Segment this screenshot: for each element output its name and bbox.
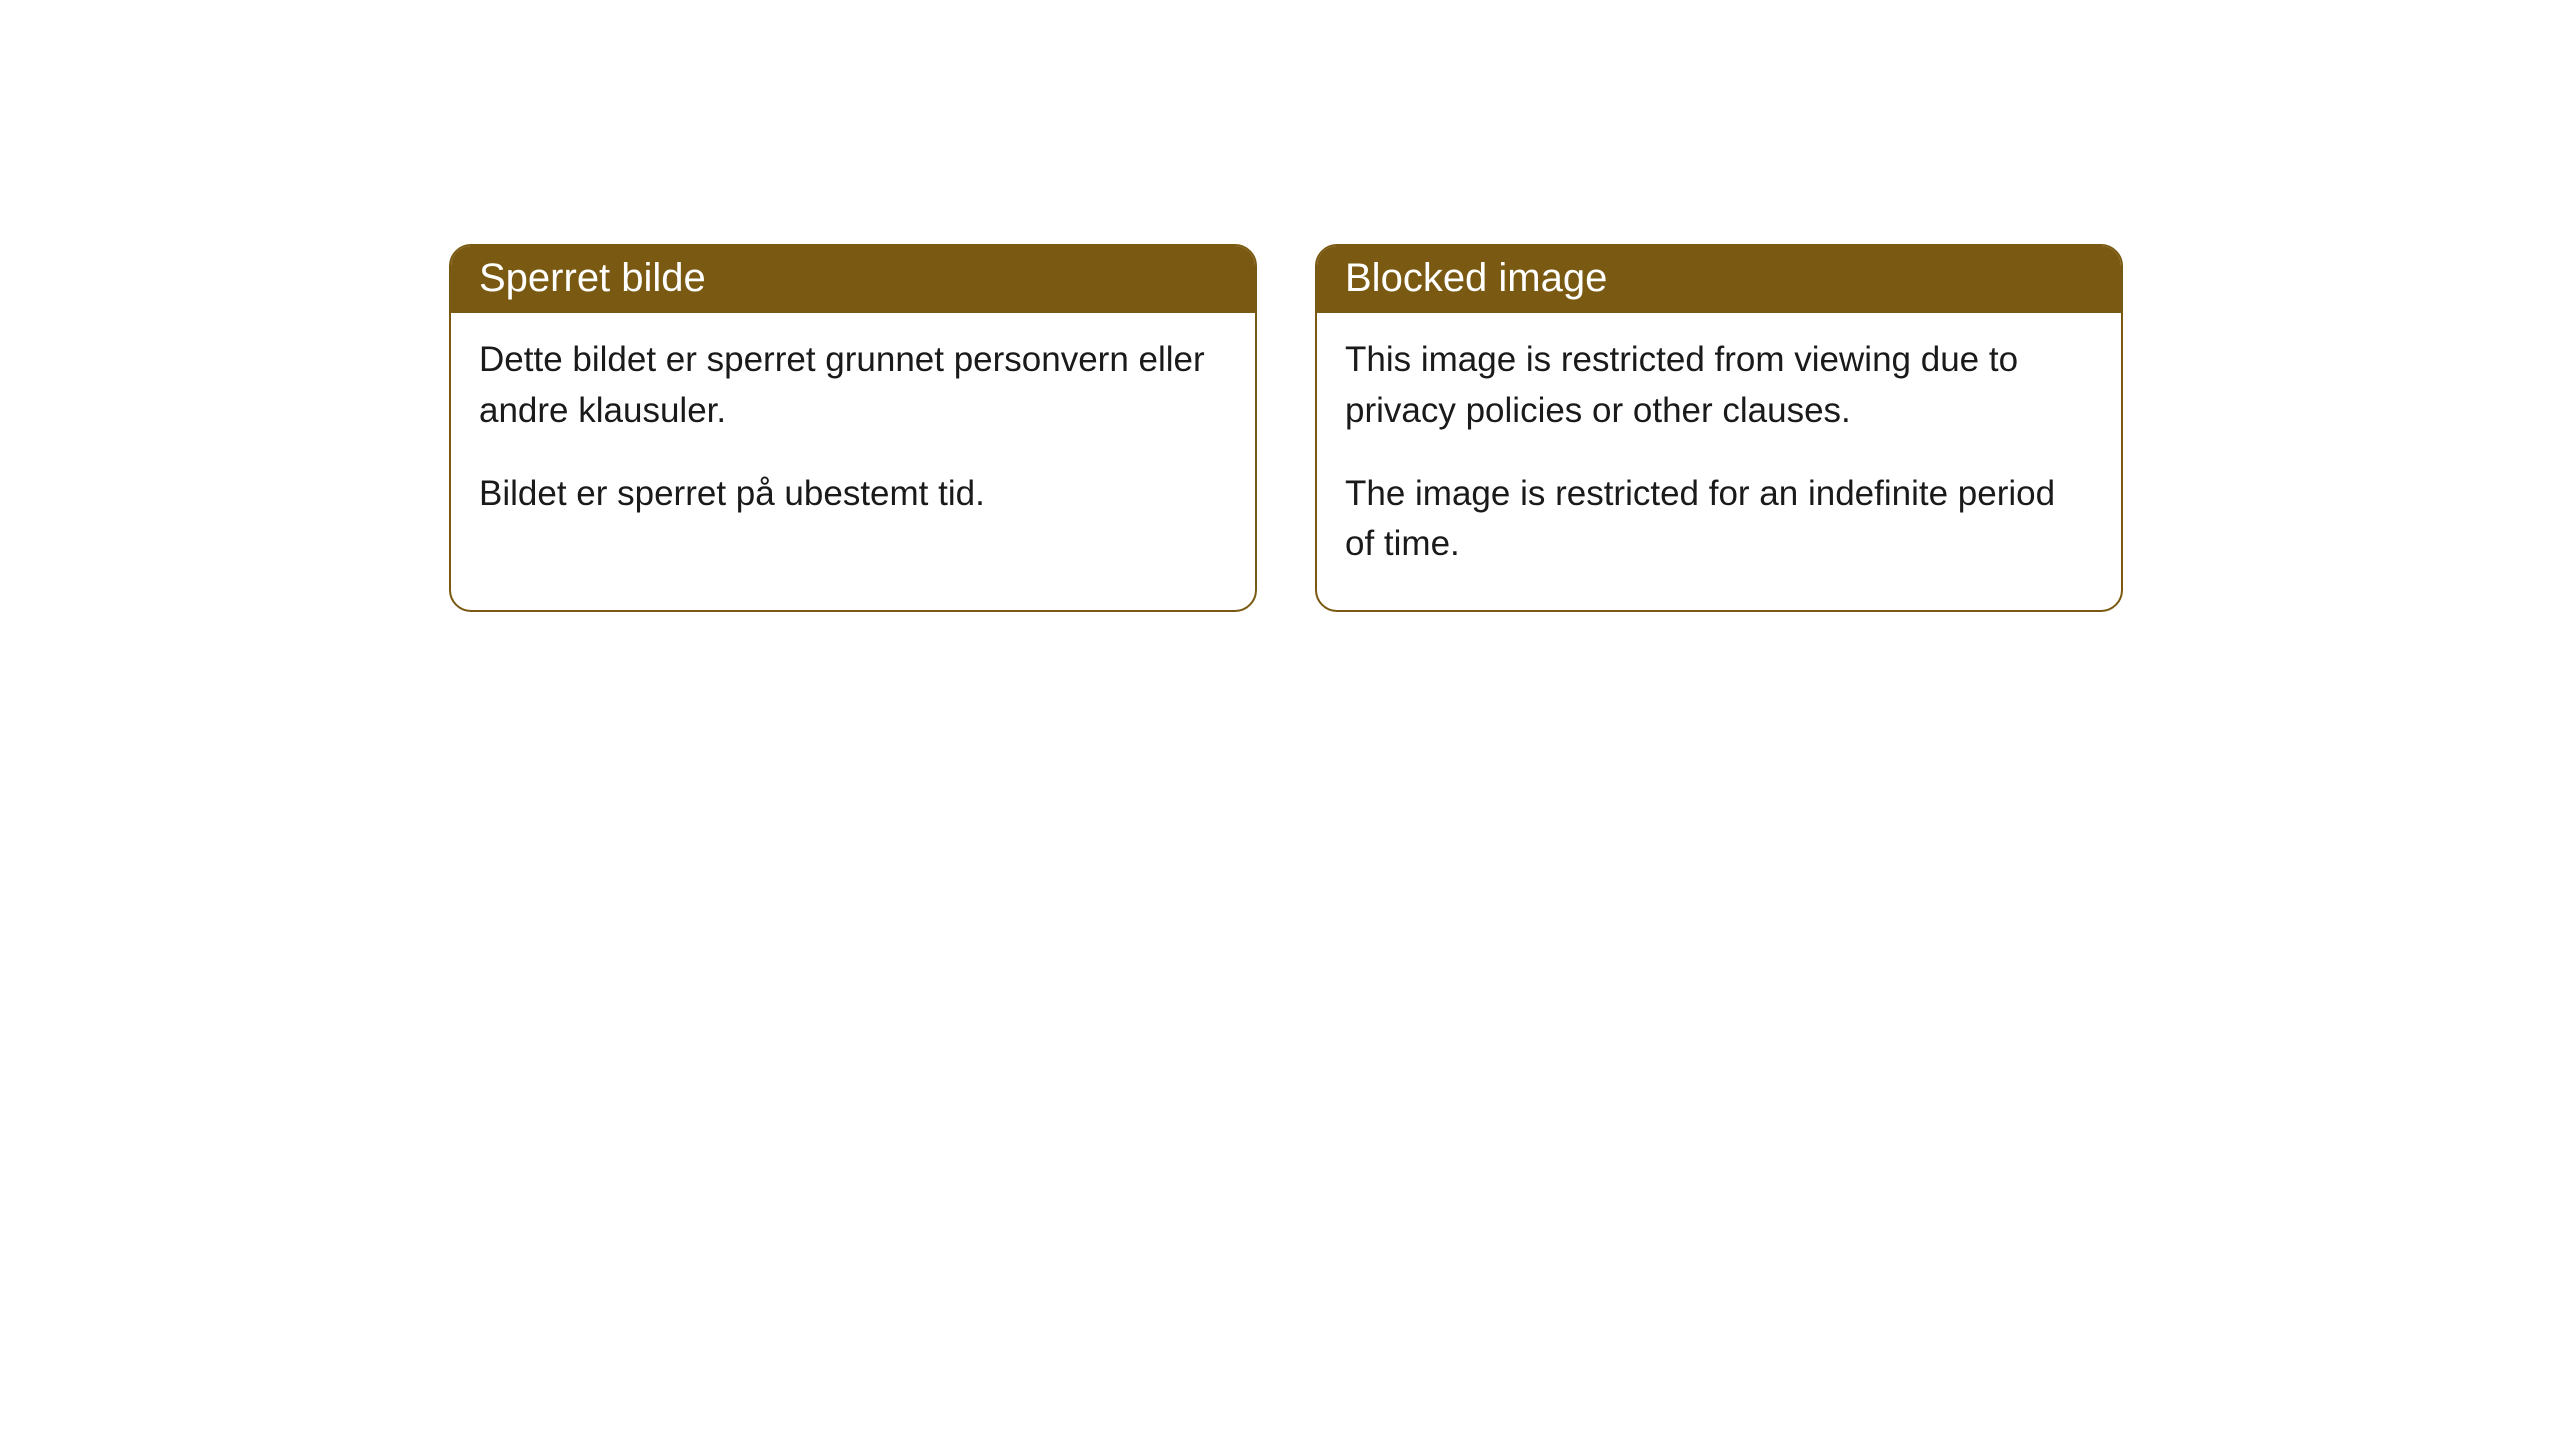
card-title-no: Sperret bilde: [479, 256, 706, 300]
card-body-en: This image is restricted from viewing du…: [1317, 313, 2121, 610]
card-paragraph-2-en: The image is restricted for an indefinit…: [1345, 469, 2093, 571]
blocked-image-card-en: Blocked image This image is restricted f…: [1315, 244, 2123, 612]
card-body-no: Dette bildet er sperret grunnet personve…: [451, 313, 1255, 559]
card-paragraph-2-no: Bildet er sperret på ubestemt tid.: [479, 469, 1227, 520]
card-header-no: Sperret bilde: [451, 246, 1255, 313]
card-title-en: Blocked image: [1345, 256, 1607, 300]
card-paragraph-1-no: Dette bildet er sperret grunnet personve…: [479, 335, 1227, 437]
card-header-en: Blocked image: [1317, 246, 2121, 313]
card-paragraph-1-en: This image is restricted from viewing du…: [1345, 335, 2093, 437]
notice-cards-container: Sperret bilde Dette bildet er sperret gr…: [449, 244, 2123, 612]
blocked-image-card-no: Sperret bilde Dette bildet er sperret gr…: [449, 244, 1257, 612]
